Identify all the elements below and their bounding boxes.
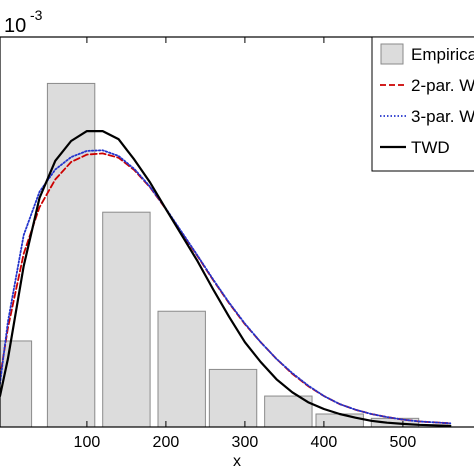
series-lines: [0, 130, 452, 427]
legend-label-2-par-w: 2-par. W: [411, 76, 474, 95]
series-line-twd: [0, 130, 452, 427]
legend-swatch-empirical: [380, 43, 404, 65]
legend-entry-twd: TWD: [380, 138, 450, 157]
histogram-bar-3: [102, 211, 151, 428]
x-tick-label-100: 100: [74, 434, 101, 451]
x-tick-label-400: 400: [311, 434, 338, 451]
histogram-bar-5: [208, 368, 258, 428]
legend: Empirical 2-par. W 3-par. W TWD: [371, 36, 474, 172]
histogram-bar-2: [46, 82, 96, 428]
scale-exponent: -3: [30, 7, 43, 23]
legend-entry-2-par-w: 2-par. W: [380, 76, 474, 95]
x-axis-ticks: 100 200 300 400 500: [74, 37, 417, 451]
legend-entry-3-par-w: 3-par. W: [380, 107, 474, 126]
histogram-bar-6: [264, 395, 313, 428]
histogram-bar-1: [0, 340, 33, 428]
legend-label-twd: TWD: [411, 138, 450, 157]
legend-label-3-par-w: 3-par. W: [411, 107, 474, 126]
x-tick-label-300: 300: [232, 434, 259, 451]
histogram-bar-7: [315, 413, 364, 428]
x-axis-label: x: [233, 453, 241, 470]
x-tick-label-500: 500: [390, 434, 417, 451]
x-tick-label-200: 200: [153, 434, 180, 451]
histogram-bar-4: [157, 310, 206, 428]
plot-frame: [0, 36, 474, 428]
axis-scale-label: 10 -3: [4, 7, 43, 37]
legend-label-empirical: Empirical: [411, 45, 474, 64]
legend-entry-empirical: Empirical: [380, 43, 474, 65]
series-line-3-par-w: [0, 149, 452, 425]
scale-base: 10: [4, 15, 26, 37]
